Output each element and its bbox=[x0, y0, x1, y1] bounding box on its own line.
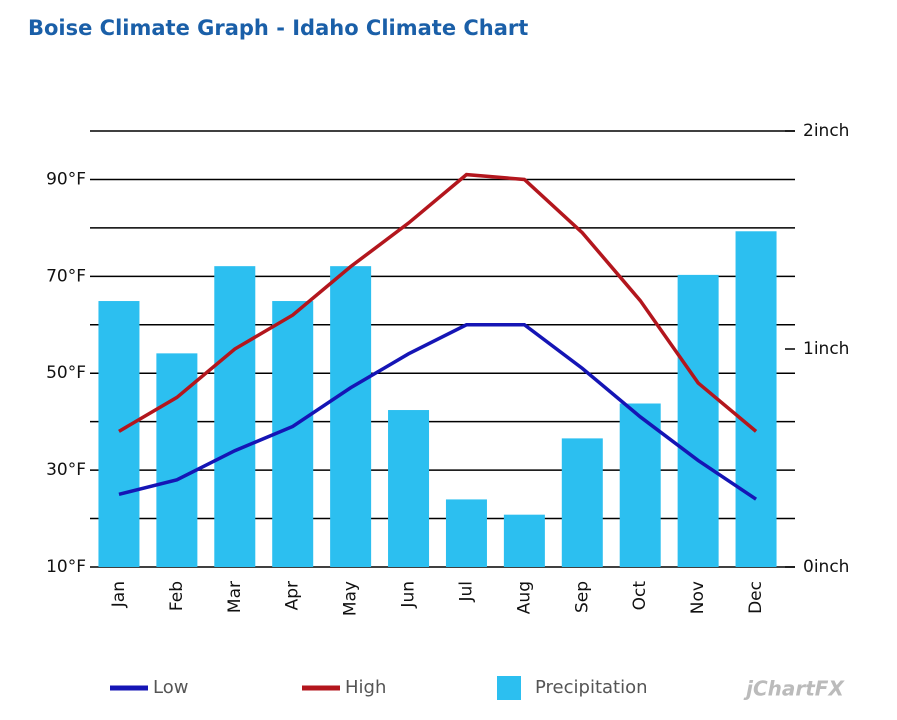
bar bbox=[214, 266, 256, 567]
x-tick-label: Oct bbox=[630, 581, 650, 611]
x-tick-label: Sep bbox=[572, 581, 592, 613]
y2-tick-label: 0inch bbox=[803, 557, 849, 577]
bars bbox=[98, 231, 777, 567]
legend-label: High bbox=[345, 677, 386, 698]
line bbox=[118, 172, 758, 433]
y-tick-label: 70°F bbox=[46, 266, 86, 286]
bar bbox=[677, 274, 719, 567]
x-tick-label: Mar bbox=[225, 581, 245, 613]
lines bbox=[118, 172, 758, 501]
bar bbox=[445, 499, 487, 567]
bar bbox=[735, 231, 777, 567]
legend-label: Low bbox=[153, 677, 188, 698]
y-tick-label: 90°F bbox=[46, 169, 86, 189]
bar bbox=[98, 301, 140, 567]
grid bbox=[90, 130, 795, 568]
x-tick-label: Apr bbox=[283, 581, 303, 610]
y-tick-label: 50°F bbox=[46, 363, 86, 383]
bar bbox=[503, 514, 545, 567]
x-tick-label: Dec bbox=[746, 581, 766, 614]
watermark: jChartFX bbox=[743, 677, 845, 701]
y-tick-label: 30°F bbox=[46, 460, 86, 480]
chart-title: Boise Climate Graph - Idaho Climate Char… bbox=[28, 16, 528, 40]
bar bbox=[156, 353, 198, 567]
x-tick-label: Jun bbox=[399, 581, 419, 609]
legend-swatch bbox=[497, 676, 521, 700]
y2-tick-label: 2inch bbox=[803, 121, 849, 141]
bar bbox=[388, 410, 430, 567]
legend-label: Precipitation bbox=[535, 677, 648, 698]
x-tick-label: May bbox=[341, 581, 361, 616]
x-tick-label: Jan bbox=[109, 581, 129, 608]
bar bbox=[330, 266, 372, 567]
y-tick-label: 10°F bbox=[46, 557, 86, 577]
bar bbox=[561, 438, 603, 567]
line bbox=[118, 323, 758, 501]
x-tick-label: Feb bbox=[167, 581, 187, 611]
x-tick-label: Nov bbox=[688, 581, 708, 614]
x-tick-label: Aug bbox=[514, 581, 534, 614]
y2-tick-label: 1inch bbox=[803, 339, 849, 359]
bar bbox=[619, 403, 661, 567]
x-tick-label: Jul bbox=[456, 581, 476, 603]
